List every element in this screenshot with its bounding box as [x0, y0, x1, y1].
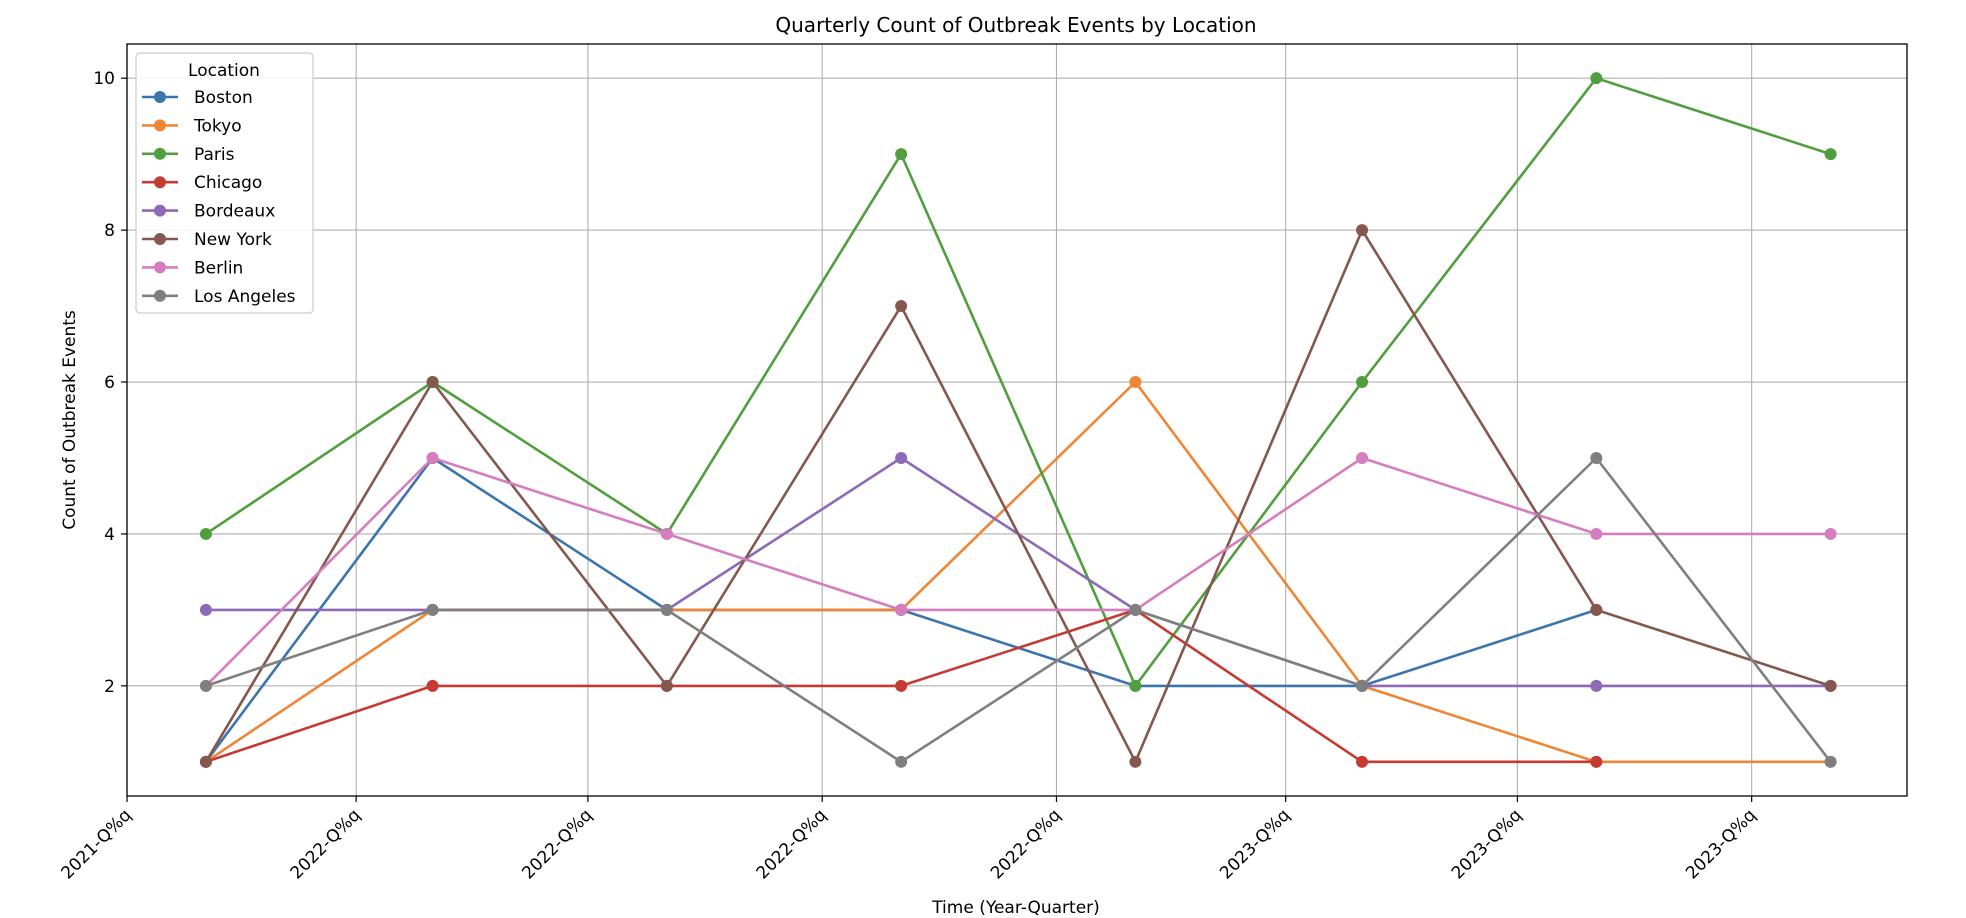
data-point — [1824, 527, 1837, 540]
series-los-angeles — [199, 451, 1837, 768]
series-line — [204, 456, 1832, 688]
series-bordeaux — [199, 451, 1837, 692]
legend-label: Tokyo — [193, 116, 242, 136]
legend-label: Los Angeles — [194, 287, 296, 307]
data-point — [1129, 755, 1142, 768]
legend-marker — [154, 91, 166, 103]
legend-label: Chicago — [194, 173, 262, 193]
data-point — [1356, 376, 1369, 389]
data-point — [1590, 603, 1603, 616]
data-point — [1356, 451, 1369, 464]
data-point — [426, 679, 439, 692]
legend-item: New York — [142, 230, 272, 250]
data-point — [895, 451, 908, 464]
x-tick-label: 2022-Q%q — [287, 805, 365, 883]
legend-box — [135, 52, 314, 314]
legend-item: Berlin — [142, 258, 243, 278]
data-point — [1824, 148, 1837, 161]
data-point — [660, 679, 673, 692]
legend-label: New York — [194, 230, 272, 250]
data-point — [1590, 451, 1603, 464]
legend-marker — [154, 147, 166, 160]
x-axis-label: Time (Year-Quarter) — [931, 898, 1100, 918]
plot-frame — [126, 43, 1908, 797]
data-point — [895, 300, 908, 313]
x-tick-label: 2023-Q%q — [1682, 805, 1760, 883]
data-point — [426, 451, 439, 464]
data-point — [660, 603, 673, 616]
legend-item: Los Angeles — [142, 287, 296, 307]
y-axis-label: Count of Outbreak Events — [60, 310, 80, 530]
x-tick-label: 2023-Q%q — [1448, 805, 1526, 883]
y-tick-label: 10 — [93, 69, 115, 89]
series-line — [204, 380, 1832, 764]
legend-item: Paris — [142, 145, 235, 165]
legend-item: Bordeaux — [142, 202, 275, 222]
series-new-york — [199, 224, 1837, 768]
data-point — [426, 603, 439, 616]
legend-label: Boston — [194, 88, 253, 108]
legend-label: Berlin — [194, 258, 243, 278]
chart-title: Quarterly Count of Outbreak Events by Lo… — [775, 13, 1256, 37]
data-point — [660, 527, 673, 540]
legend-label: Paris — [194, 145, 235, 165]
data-point — [1590, 679, 1603, 692]
x-tick-label: 2022-Q%q — [987, 805, 1065, 883]
data-point — [1356, 679, 1369, 692]
series-line — [204, 456, 1832, 688]
data-point — [1590, 527, 1603, 540]
legend: Location Boston Tokyo Paris Chicago Bordeaux… — [135, 52, 314, 314]
data-point — [1356, 224, 1369, 237]
legend-marker — [154, 204, 166, 217]
y-tick-label: 4 — [104, 525, 115, 545]
data-point — [1590, 72, 1603, 85]
y-tick-label: 2 — [104, 677, 115, 697]
legend-marker — [154, 233, 166, 245]
series-lines — [199, 72, 1837, 768]
legend-item: Tokyo — [142, 116, 242, 136]
legend-marker — [154, 289, 166, 302]
series-tokyo — [199, 376, 1837, 768]
data-point — [1824, 755, 1837, 768]
series-line — [204, 228, 1832, 764]
data-point — [895, 679, 908, 692]
legend-item: Chicago — [142, 173, 262, 193]
data-point — [199, 755, 212, 768]
legend-title: Location — [188, 61, 260, 81]
legend-label: Bordeaux — [194, 202, 275, 222]
data-point — [426, 376, 439, 389]
data-point — [1129, 603, 1142, 616]
x-tick-label: 2021-Q%q — [57, 805, 135, 883]
data-point — [1824, 679, 1837, 692]
series-line — [204, 456, 1832, 764]
x-tick-label: 2023-Q%q — [1216, 805, 1294, 883]
x-tick-label: 2022-Q%q — [753, 805, 831, 883]
legend-items: Boston Tokyo Paris Chicago Bordeaux New York B… — [142, 88, 296, 307]
data-point — [199, 603, 212, 616]
data-point — [199, 527, 212, 540]
legend-marker — [154, 261, 166, 274]
data-point — [199, 679, 212, 692]
y-tick-label: 6 — [104, 373, 115, 393]
series-line — [204, 76, 1832, 688]
x-axis-ticks: 2021-Q%q 2022-Q%q 2022-Q%q 2022-Q%q 2022-Q%q… — [57, 796, 1760, 883]
legend-item: Boston — [142, 88, 253, 108]
data-point — [1356, 755, 1369, 768]
data-point — [1129, 376, 1142, 389]
x-tick-label: 2022-Q%q — [518, 805, 596, 883]
data-point — [1590, 755, 1603, 768]
legend-marker — [154, 119, 166, 132]
y-tick-label: 8 — [104, 221, 115, 241]
data-point — [895, 148, 908, 161]
series-berlin — [199, 451, 1837, 692]
data-point — [1129, 679, 1142, 692]
y-axis-ticks: 2 4 6 8 10 — [93, 69, 127, 697]
legend-marker — [154, 176, 166, 189]
data-point — [895, 603, 908, 616]
data-point — [895, 755, 908, 768]
